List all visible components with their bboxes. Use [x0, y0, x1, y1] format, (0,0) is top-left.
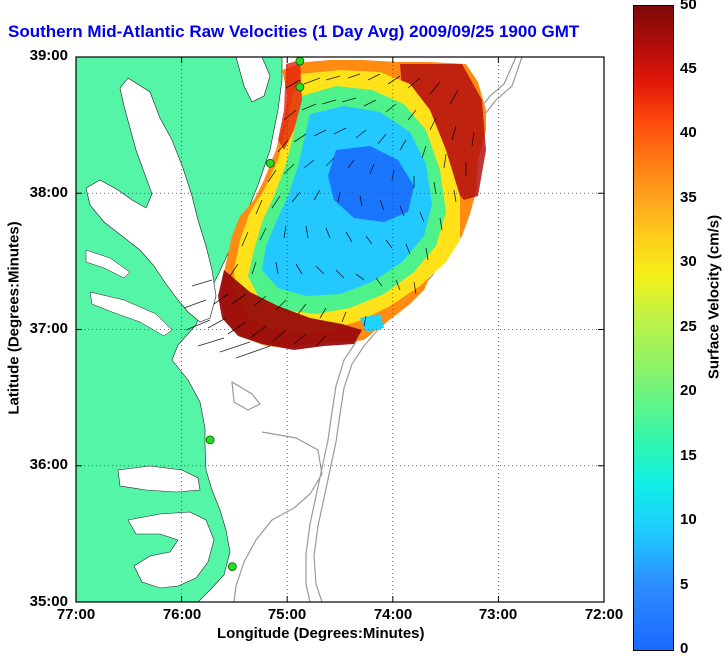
x-tick-label: 75:00 — [267, 606, 307, 623]
y-tick-label: 37:00 — [29, 320, 68, 337]
colorbar-tick: 0 — [680, 640, 689, 657]
radar-stations — [205, 57, 305, 571]
colorbar-tick: 30 — [680, 253, 697, 270]
colorbar-tick: 35 — [680, 189, 697, 206]
albemarle-sound — [117, 465, 201, 493]
colorbar-tick: 20 — [680, 382, 697, 399]
colorbar-tick: 15 — [680, 447, 697, 464]
x-tick-label: 77:00 — [56, 606, 96, 623]
radar-station-marker — [205, 435, 215, 445]
land-mass — [76, 57, 283, 602]
colorbar-tick: 40 — [680, 124, 697, 141]
radar-station-marker — [227, 562, 237, 571]
river-estuary — [89, 291, 173, 337]
axis-ticks — [76, 57, 604, 602]
y-tick-label: 35:00 — [29, 593, 68, 610]
colorbar — [633, 5, 674, 651]
velocity-field — [183, 60, 486, 359]
colorbar-label: Surface Velocity (cm/s) — [705, 214, 723, 380]
x-tick-label: 73:00 — [478, 606, 518, 623]
colorbar-tick: 10 — [680, 511, 697, 528]
y-tick-label: 36:00 — [29, 456, 68, 473]
radar-station-marker — [295, 57, 305, 66]
chesapeake-bay — [85, 77, 217, 323]
velocity-arrows — [183, 73, 475, 359]
x-tick-label: 74:00 — [373, 606, 413, 623]
delaware-bay — [235, 57, 271, 103]
pamlico-sound — [127, 511, 215, 589]
radar-station-marker — [295, 82, 305, 92]
colorbar-tick: 25 — [680, 318, 697, 335]
y-tick-label: 38:00 — [29, 184, 68, 201]
graticule — [76, 57, 604, 602]
chart-title: Southern Mid-Atlantic Raw Velocities (1 … — [8, 22, 580, 41]
x-tick-label: 72:00 — [584, 606, 624, 623]
radar-station-marker — [265, 158, 275, 168]
river-estuary — [85, 249, 131, 279]
colorbar-tick: 50 — [680, 0, 697, 13]
x-axis-label: Longitude (Degrees:Minutes) — [217, 625, 425, 642]
colorbar-tick: 45 — [680, 60, 697, 77]
y-axis-label: Latitude (Degrees:Minutes) — [5, 221, 23, 415]
colorbar-tick: 5 — [680, 576, 689, 593]
y-tick-label: 39:00 — [29, 47, 68, 64]
x-tick-label: 76:00 — [162, 606, 202, 623]
